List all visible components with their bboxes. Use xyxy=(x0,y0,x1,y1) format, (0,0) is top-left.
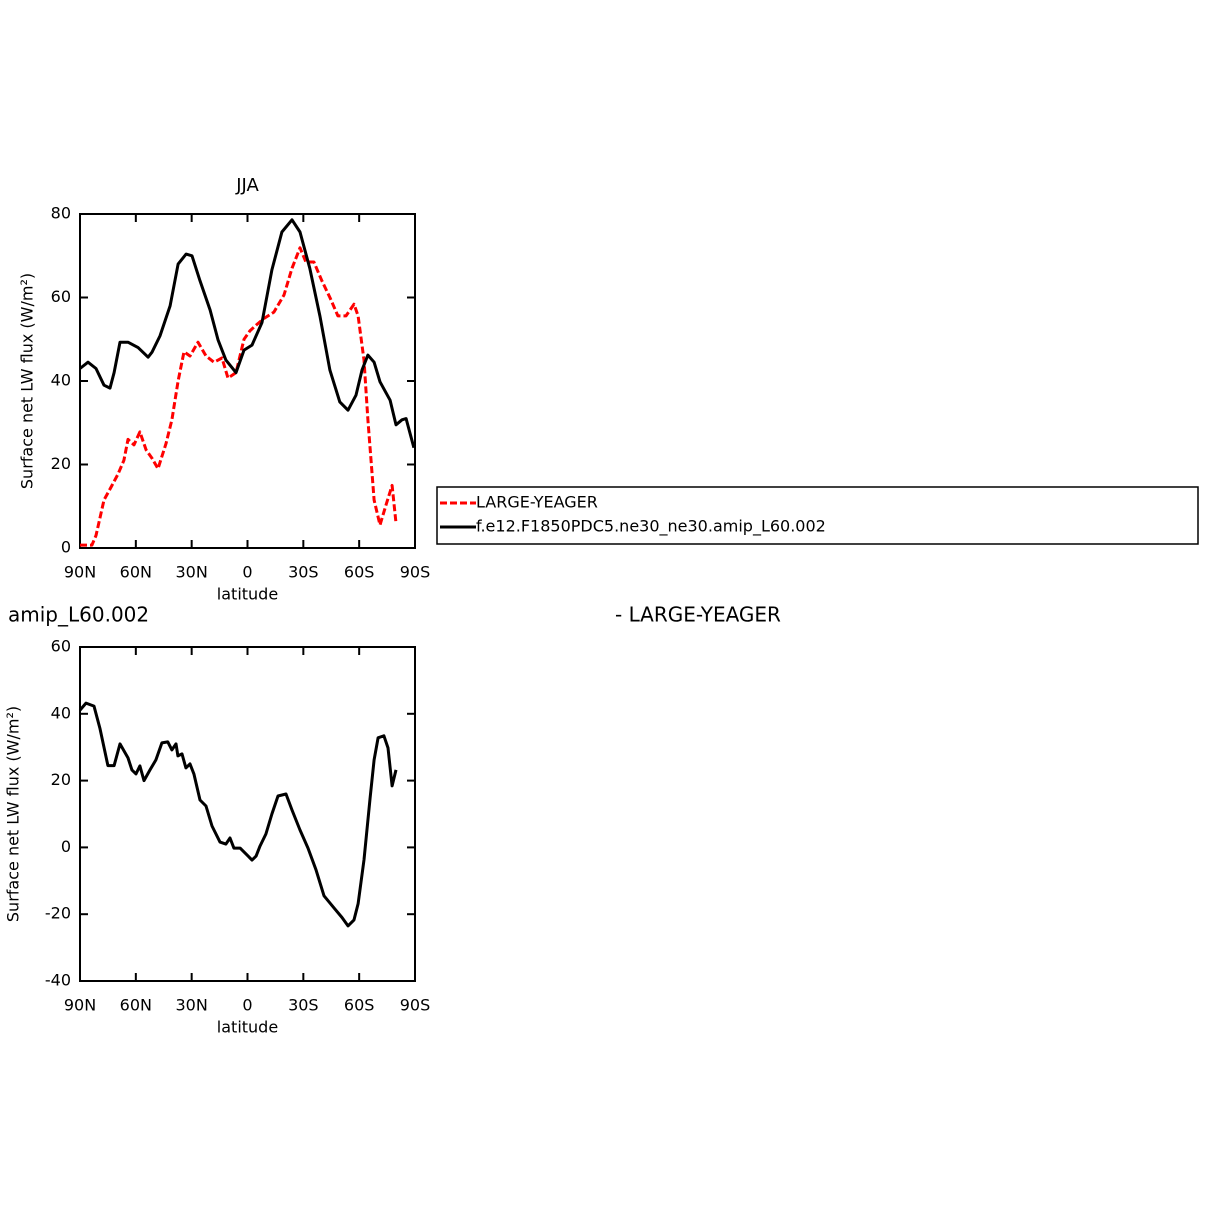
plot-frame xyxy=(79,646,416,982)
y-tick-label: 0 xyxy=(61,538,71,557)
x-tick-label: 30S xyxy=(288,563,319,582)
y-tick-label: 80 xyxy=(51,204,71,223)
y-tick-label: 40 xyxy=(51,371,71,390)
x-axis-label: latitude xyxy=(217,585,278,604)
legend-label: f.e12.F1850PDC5.ne30_ne30.amip_L60.002 xyxy=(476,517,826,537)
legend-label: LARGE-YEAGER xyxy=(476,493,598,512)
right-title: - LARGE-YEAGER xyxy=(615,603,781,627)
left-title: amip_L60.002 xyxy=(8,603,149,627)
data-line xyxy=(78,701,398,928)
x-axis-label: latitude xyxy=(217,1018,278,1037)
y-tick-label: 20 xyxy=(51,770,71,789)
y-tick-label: -40 xyxy=(45,971,71,990)
x-tick-label: 60N xyxy=(120,563,152,582)
x-tick-label: 90S xyxy=(400,996,431,1015)
y-tick-label: 60 xyxy=(51,287,71,306)
y-axis-label: Surface net LW flux (W/m²) xyxy=(18,273,37,489)
y-tick-label: 60 xyxy=(51,637,71,656)
x-tick-label: 0 xyxy=(242,996,252,1015)
x-tick-label: 30S xyxy=(288,996,319,1015)
x-tick-label: 90S xyxy=(400,563,431,582)
y-tick-label: 0 xyxy=(61,837,71,856)
y-tick-label: 20 xyxy=(51,454,71,473)
x-tick-label: 60N xyxy=(120,996,152,1015)
chart-title: JJA xyxy=(235,175,259,196)
data-line xyxy=(79,218,416,449)
x-tick-label: 30N xyxy=(176,563,208,582)
x-tick-label: 0 xyxy=(242,563,252,582)
x-tick-label: 60S xyxy=(344,996,375,1015)
legend-box xyxy=(436,486,1199,545)
x-tick-label: 60S xyxy=(344,563,375,582)
x-tick-label: 90N xyxy=(64,563,96,582)
y-tick-label: 40 xyxy=(51,703,71,722)
x-tick-label: 30N xyxy=(176,996,208,1015)
data-line xyxy=(80,246,398,547)
x-tick-label: 90N xyxy=(64,996,96,1015)
y-axis-label: Surface net LW flux (W/m²) xyxy=(4,706,23,922)
y-tick-label: -20 xyxy=(45,904,71,923)
